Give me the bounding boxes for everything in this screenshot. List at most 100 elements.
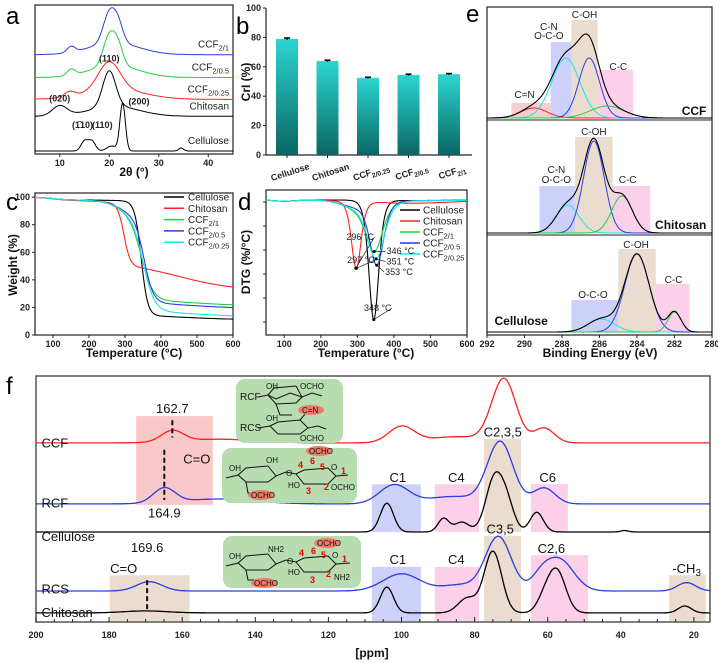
highlight-ellipse [251, 578, 277, 588]
tga-legend-label: CCF2/0.5 [188, 226, 225, 239]
nmr-annotation-subscript: 3 [695, 568, 700, 579]
dtg-annotation-leader [375, 258, 386, 262]
nmr-spectrum-rcf [36, 440, 710, 505]
carbon-number: 3 [306, 486, 311, 496]
chem-ocho: OCHO [309, 447, 333, 456]
xrd-peak-label: (200) [128, 96, 149, 106]
tga-y-tick-label: 40 [20, 275, 30, 285]
nmr-plot-frame [35, 375, 711, 623]
dtg-annotation-leader [376, 264, 385, 273]
dtg-peak-temperature-label: 346 °C [387, 246, 415, 256]
nmr-x-tick-label: 160 [175, 630, 190, 640]
nmr-annotation: C6 [539, 470, 556, 485]
nmr-x-tick-label: 40 [616, 630, 626, 640]
tga-x-tick-label: 100 [45, 339, 60, 349]
xrd-peak-label: (020) [49, 93, 70, 103]
xrd-peak-label: (1̄10) [72, 120, 93, 130]
tga-legend-label: Cellulose [188, 193, 230, 204]
xrd-curve-chitosan [34, 70, 233, 117]
shaded-bands-layer [109, 20, 706, 622]
cri-bar [316, 60, 339, 155]
nmr-x-tick-label: 20 [689, 630, 699, 640]
cri-y-tick-label: 60 [251, 62, 261, 72]
dtg-annotation-point [354, 266, 358, 270]
ring-bond [257, 419, 309, 435]
xps-band [539, 186, 576, 233]
xrd-peak-label: (110) [92, 120, 113, 130]
xps-label: O-C-O [578, 290, 608, 301]
xps-envelope-chitosan [487, 137, 712, 234]
nmr-annotation: C3,5 [486, 521, 513, 536]
tga-legend-label-subscript: 2/1 [209, 219, 219, 228]
highlight-ellipse [306, 446, 332, 456]
xps-band [571, 20, 598, 118]
nmr-band [371, 484, 421, 532]
highlight-ellipse [298, 405, 324, 415]
dtg-curve-ccf2/0.25 [266, 199, 467, 260]
panel-label-d: d [238, 189, 251, 216]
cri-y-tick-label: 0 [256, 150, 261, 160]
nmr-annotation: C=O [183, 451, 210, 466]
xps-band [550, 42, 572, 118]
panel-label-a: a [6, 3, 20, 30]
cri-y-tick-label: 100 [246, 3, 261, 13]
dtg-legend-label: CCF2/1 [423, 228, 454, 241]
dtg-peak-temperature-label: 353 °C [385, 267, 413, 277]
nmr-annotation: Chitosan [41, 605, 92, 620]
xps-envelope-ccf [487, 33, 712, 119]
tga-y-tick-label: 100 [15, 192, 30, 202]
chem-ocho: OCHO [317, 539, 341, 548]
chem-ocho: OCHO [331, 483, 355, 492]
ring-bond [225, 553, 277, 571]
dtg-peak-temperature-label: 351 °C [387, 257, 415, 267]
xrd-curve-ccf2/1 [35, 7, 233, 56]
tga-x-tick-label: 400 [153, 339, 168, 349]
chem-ho: HO [288, 568, 300, 577]
xrd-series-label-subscript: 2/0.25 [208, 88, 229, 97]
dtg-peak-temperature-label: 296 °C [346, 232, 374, 242]
dtg-annotation-point [372, 318, 376, 322]
dtg-x-tick-label: 400 [386, 339, 401, 349]
xps-label: C=N [514, 90, 534, 101]
xps-label: C-N [540, 22, 558, 33]
ring-bond [275, 467, 337, 485]
chem-oh: OH [229, 552, 241, 561]
xps-band [575, 137, 613, 233]
dtg-legend-label-subscript: 2/1 [444, 232, 454, 241]
cri-category-label: CCF2/0.25 [352, 162, 392, 186]
dtg-x-tick-label: 100 [277, 339, 292, 349]
xrd-series-label-subscript: 2/0.5 [212, 67, 229, 76]
xrd-x-tick-label: 40 [203, 158, 213, 168]
xps-envelope-cellulose [487, 253, 712, 333]
xps-label: C-C [619, 175, 637, 186]
tga-curve-ccf2/0.25 [35, 196, 233, 317]
label-rcf: RCF [240, 392, 261, 403]
xrd-series-label-subscript: 2/1 [219, 44, 229, 53]
ring-bond [335, 562, 351, 565]
dtg-annotation-leader [356, 259, 376, 269]
nmr-annotation: CCF [41, 435, 68, 450]
label-rcs: RCS [240, 423, 261, 434]
chem-oh: OH [229, 464, 241, 473]
carbon-number: 3 [310, 575, 315, 585]
nmr-spectrum-cellulose [36, 471, 710, 533]
chem-oh: OH [266, 414, 278, 423]
tga-y-tick-label: 60 [20, 247, 30, 257]
carbon-number: 4 [298, 460, 303, 470]
cri-category-label: Cellulose [269, 161, 310, 183]
tga-legend-label: CCF2/1 [188, 215, 219, 228]
chem-oh: OH [266, 382, 278, 391]
chem-o: O [287, 557, 293, 566]
xrd-series-label: CCF2/1 [198, 40, 229, 53]
xps-label: C-N [547, 165, 565, 176]
nmr-spectrum-ccf [36, 377, 710, 444]
dtg-x-tick-label: 200 [313, 339, 328, 349]
carbon-number: 2 [326, 569, 331, 579]
chem-nh2: NH2 [268, 545, 285, 554]
nmr-band [530, 484, 568, 532]
nmr-spectrum-rcs [36, 535, 711, 592]
cri-category-label-subscript: 2/1 [457, 169, 468, 179]
nmr-annotation: 169.6 [131, 540, 164, 555]
xrd-x-tick-label: 20 [104, 158, 114, 168]
